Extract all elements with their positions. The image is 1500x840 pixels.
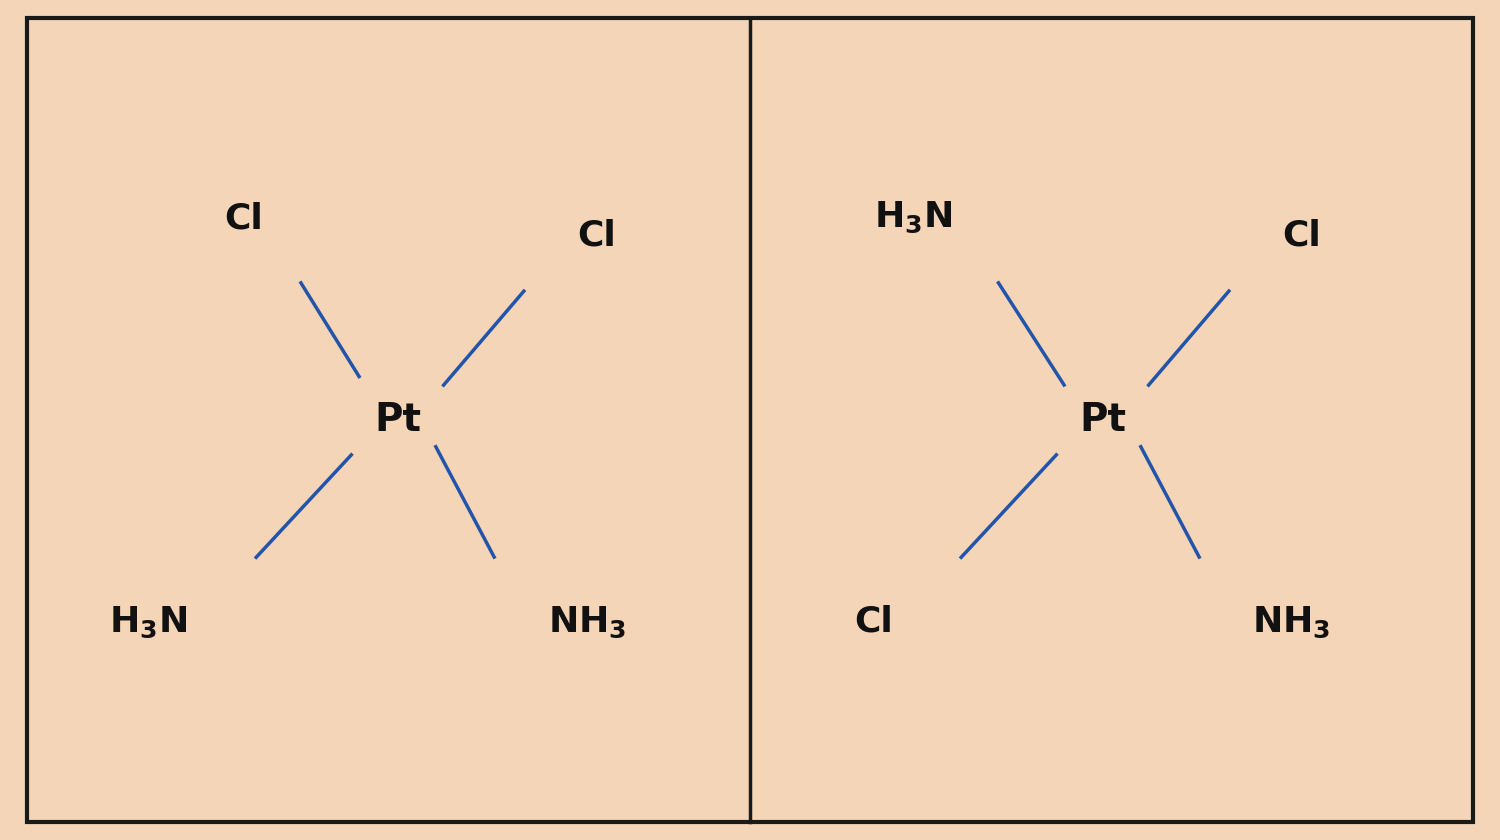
Text: Pt: Pt <box>1078 401 1126 439</box>
Text: Cl: Cl <box>1282 218 1322 252</box>
Text: $\mathbf{H_3N}$: $\mathbf{H_3N}$ <box>874 200 953 235</box>
Text: $\mathbf{H_3N}$: $\mathbf{H_3N}$ <box>110 605 188 640</box>
Text: $\mathbf{NH_3}$: $\mathbf{NH_3}$ <box>548 605 626 640</box>
Text: Cl: Cl <box>578 218 616 252</box>
Text: Pt: Pt <box>374 401 422 439</box>
Text: Cl: Cl <box>853 605 892 638</box>
Text: $\mathbf{NH_3}$: $\mathbf{NH_3}$ <box>1252 605 1330 640</box>
Text: Cl: Cl <box>224 202 262 235</box>
